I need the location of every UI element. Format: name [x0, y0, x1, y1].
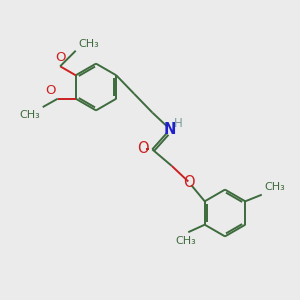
Text: O: O — [46, 84, 56, 97]
Text: CH₃: CH₃ — [176, 236, 196, 246]
Text: H: H — [174, 117, 183, 130]
Text: CH₃: CH₃ — [264, 182, 285, 192]
Text: CH₃: CH₃ — [78, 39, 99, 49]
Text: O: O — [137, 141, 148, 156]
Text: O: O — [183, 175, 195, 190]
Text: N: N — [164, 122, 176, 136]
Text: O: O — [55, 51, 65, 64]
Text: CH₃: CH₃ — [20, 110, 40, 120]
